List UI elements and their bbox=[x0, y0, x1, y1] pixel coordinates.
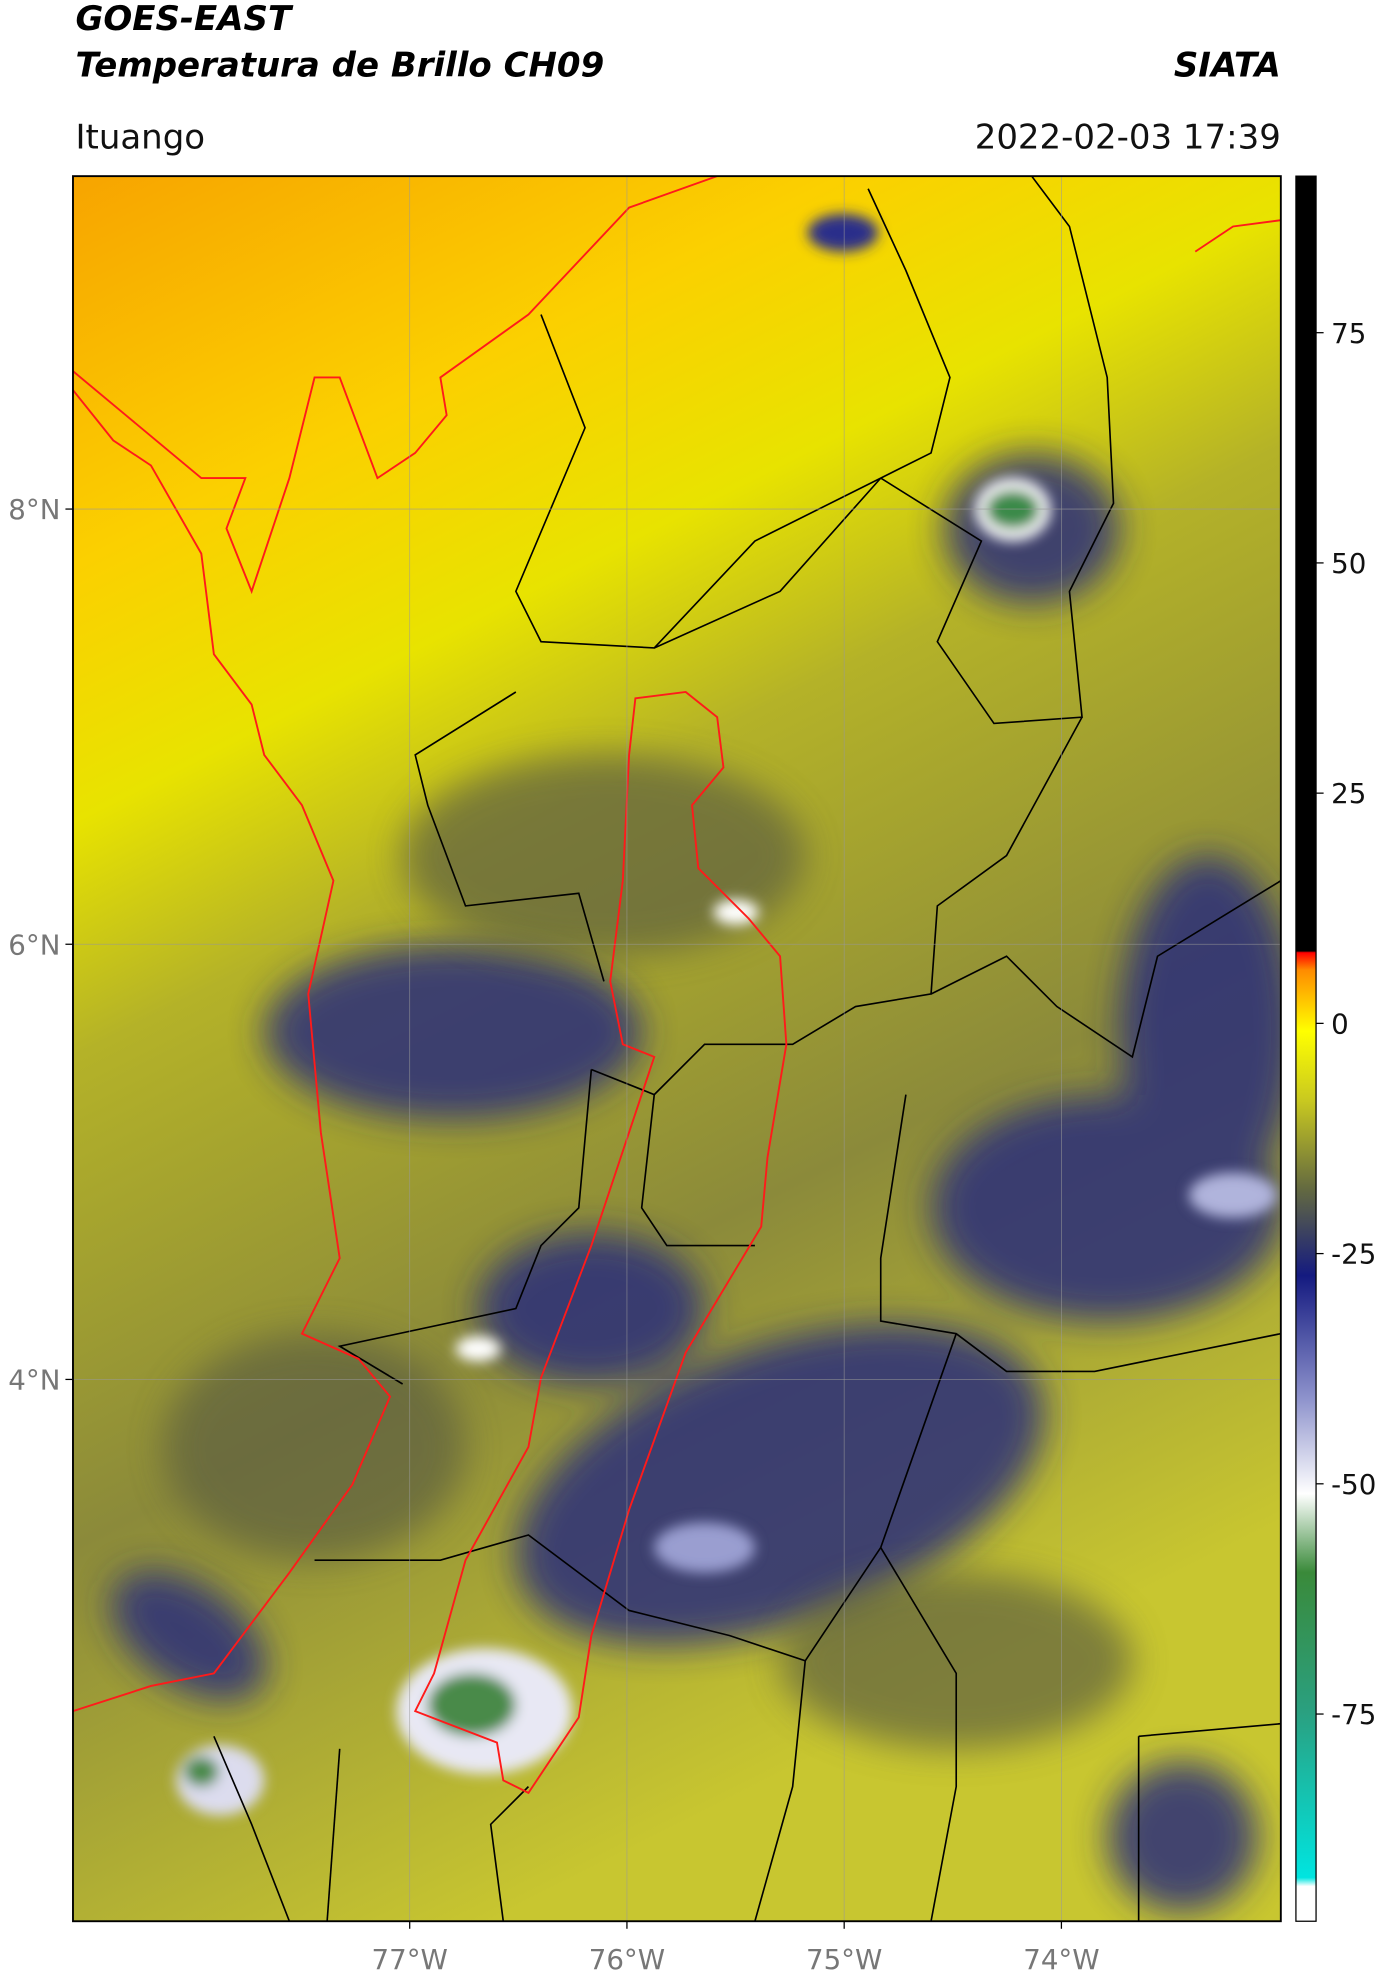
colorbar-tick-label: -25 bbox=[1331, 1238, 1376, 1271]
colorbar bbox=[1295, 175, 1317, 1922]
colorbar-tick-label: -50 bbox=[1331, 1468, 1376, 1501]
lon-tick-label: 75°W bbox=[806, 1943, 882, 1976]
map-frame bbox=[72, 175, 1282, 1923]
title-line2: Temperatura de Brillo CH09 bbox=[75, 46, 604, 86]
lon-tick-label: 74°W bbox=[1023, 1943, 1099, 1976]
datetime: 2022-02-03 17:39 bbox=[975, 117, 1281, 157]
graticule bbox=[72, 176, 1281, 1922]
lat-tick-label: 8°N bbox=[8, 493, 60, 526]
lat-tick-label: 6°N bbox=[8, 928, 60, 961]
lon-tick-label: 77°W bbox=[372, 1943, 448, 1976]
colorbar-tick-label: 75 bbox=[1331, 317, 1366, 350]
colorbar-tick-label: 50 bbox=[1331, 547, 1366, 580]
lat-tick-label: 4°N bbox=[8, 1363, 60, 1396]
colorbar-tick-label: 25 bbox=[1331, 777, 1366, 810]
title-line1: GOES-EAST bbox=[75, 0, 293, 39]
map-raster bbox=[72, 176, 1281, 1922]
lon-tick-label: 76°W bbox=[589, 1943, 665, 1976]
colorbar-tick-label: 0 bbox=[1331, 1007, 1349, 1040]
colorbar-tick-label: -75 bbox=[1331, 1698, 1376, 1731]
region: Ituango bbox=[75, 117, 205, 157]
organization: SIATA bbox=[1174, 46, 1281, 86]
